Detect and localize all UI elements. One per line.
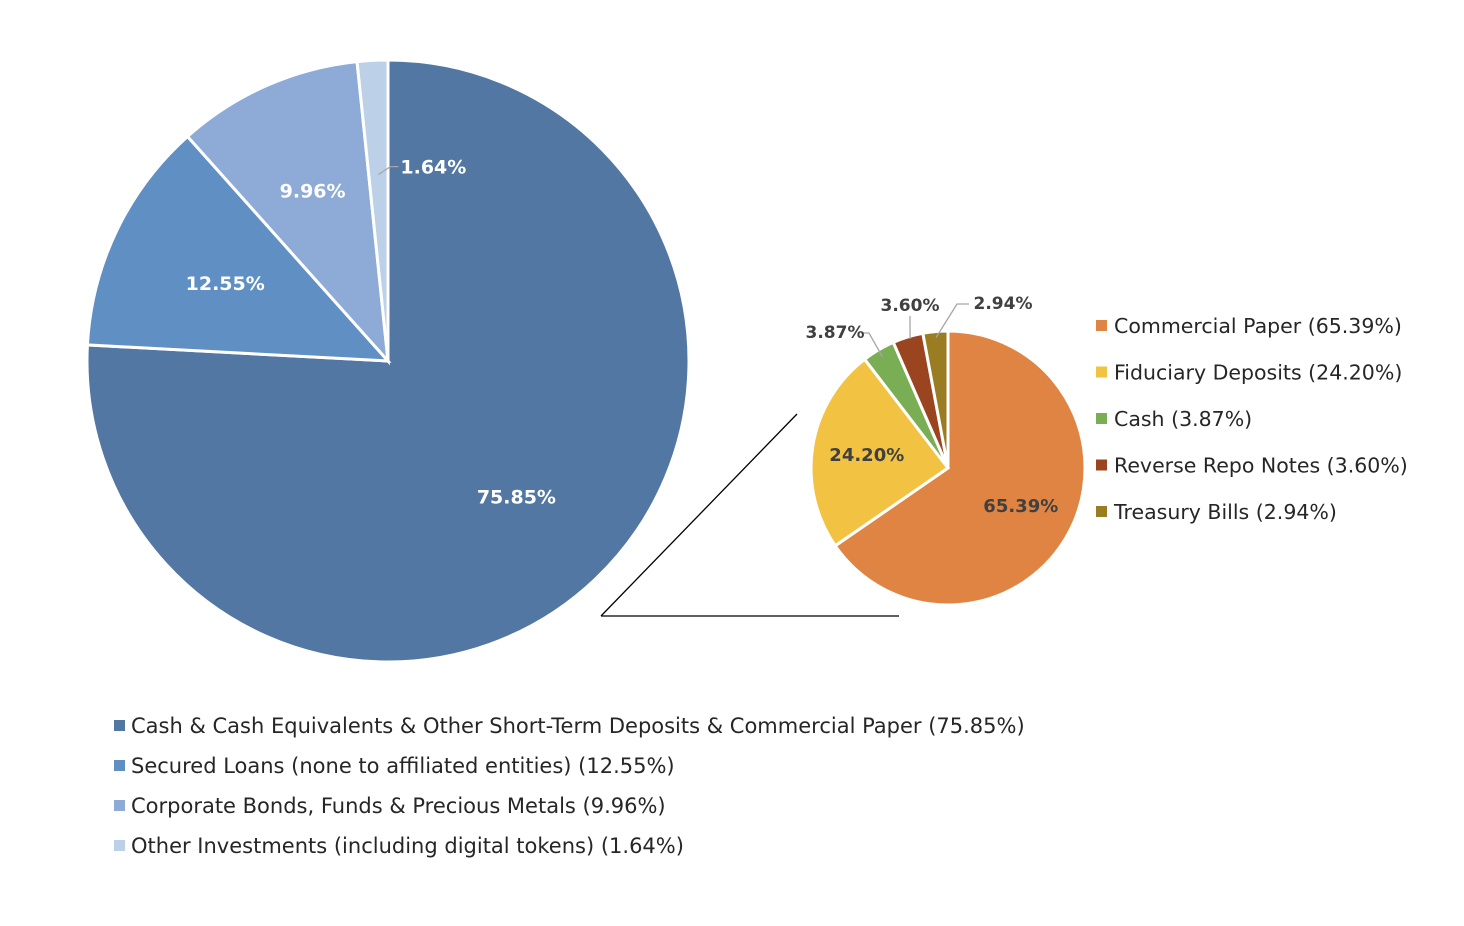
main-legend-swatch-secured-loans bbox=[114, 760, 125, 771]
breakout-data-label-commercial-paper: 65.39% bbox=[983, 496, 1058, 517]
main-legend-swatch-other-investments bbox=[114, 840, 125, 851]
breakout-slice-fiduciary-deposits bbox=[809, 357, 951, 548]
main-legend-swatch-cash-cash-equivalents-other-short-term-deposits-commercial-paper bbox=[114, 720, 125, 731]
breakout-connector-lines bbox=[600, 413, 899, 617]
breakout-data-label-fiduciary-deposits: 24.20% bbox=[829, 445, 904, 466]
breakout-legend-label-cash: Cash (3.87%) bbox=[1114, 407, 1252, 431]
breakout-slice-commercial-paper bbox=[833, 329, 1087, 607]
main-slice-other-investments bbox=[355, 58, 390, 362]
breakout-legend-label-treasury-bills: Treasury Bills (2.94%) bbox=[1113, 500, 1337, 524]
main-data-label-secured-loans: 12.55% bbox=[186, 273, 265, 295]
breakout-legend-label-fiduciary-deposits: Fiduciary Deposits (24.20%) bbox=[1114, 361, 1402, 385]
main-pie: 75.85% 12.55% 9.96% 1.64% bbox=[85, 58, 691, 664]
main-legend-label-other-investments: Other Investments (including digital tok… bbox=[131, 834, 684, 858]
breakout-legend-label-reverse-repo-notes: Reverse Repo Notes (3.60%) bbox=[1114, 454, 1408, 478]
main-slice-secured-loans bbox=[85, 134, 392, 363]
main-legend-label-secured-loans: Secured Loans (none to affiliated entiti… bbox=[131, 754, 675, 778]
breakout-legend: Commercial Paper (65.39%) Fiduciary Depos… bbox=[1096, 314, 1408, 524]
breakout-legend-swatch-reverse-repo-notes bbox=[1096, 459, 1107, 471]
breakout-connector-upper bbox=[600, 413, 798, 617]
breakout-legend-swatch-treasury-bills bbox=[1096, 506, 1107, 517]
main-legend-label-cash-cash-equivalents-other-short-term-deposits-commercial-paper: Cash & Cash Equivalents & Other Short-Te… bbox=[131, 714, 1025, 738]
main-legend-swatch-corporate-bonds-funds-precious-metals bbox=[114, 800, 125, 811]
breakout-legend-swatch-commercial-paper bbox=[1096, 320, 1107, 331]
main-legend-label-corporate-bonds-funds-precious-metals: Corporate Bonds, Funds & Precious Metals… bbox=[131, 794, 666, 818]
breakout-slice-treasury-bills bbox=[921, 329, 950, 469]
breakout-leader-line-treasury-bills bbox=[935, 303, 969, 338]
main-data-label-other-investments: 1.64% bbox=[400, 157, 466, 179]
breakout-data-label-cash: 3.87% bbox=[806, 323, 865, 343]
breakout-data-label-reverse-repo-notes: 3.60% bbox=[881, 296, 940, 316]
breakout-legend-swatch-cash bbox=[1096, 413, 1107, 424]
breakout-legend-label-commercial-paper: Commercial Paper (65.39%) bbox=[1114, 314, 1402, 338]
main-legend: Cash & Cash Equivalents & Other Short-Te… bbox=[114, 714, 1025, 858]
breakout-leader-line-cash bbox=[861, 332, 884, 358]
breakout-pie: 65.39% 24.20% 3.87% 3.60% 2.94% bbox=[806, 294, 1087, 607]
main-data-label-corporate-bonds-funds-precious-metals: 9.96% bbox=[280, 180, 346, 202]
main-data-label-cash-cash-equivalents-other-short-term-deposits-commercial-paper: 75.85% bbox=[477, 486, 556, 508]
breakout-data-label-treasury-bills: 2.94% bbox=[974, 294, 1033, 314]
breakout-legend-swatch-fiduciary-deposits bbox=[1096, 366, 1107, 378]
main-slice-corporate-bonds-funds-precious-metals bbox=[185, 59, 390, 366]
main-leader-line-other-investments bbox=[378, 165, 399, 176]
